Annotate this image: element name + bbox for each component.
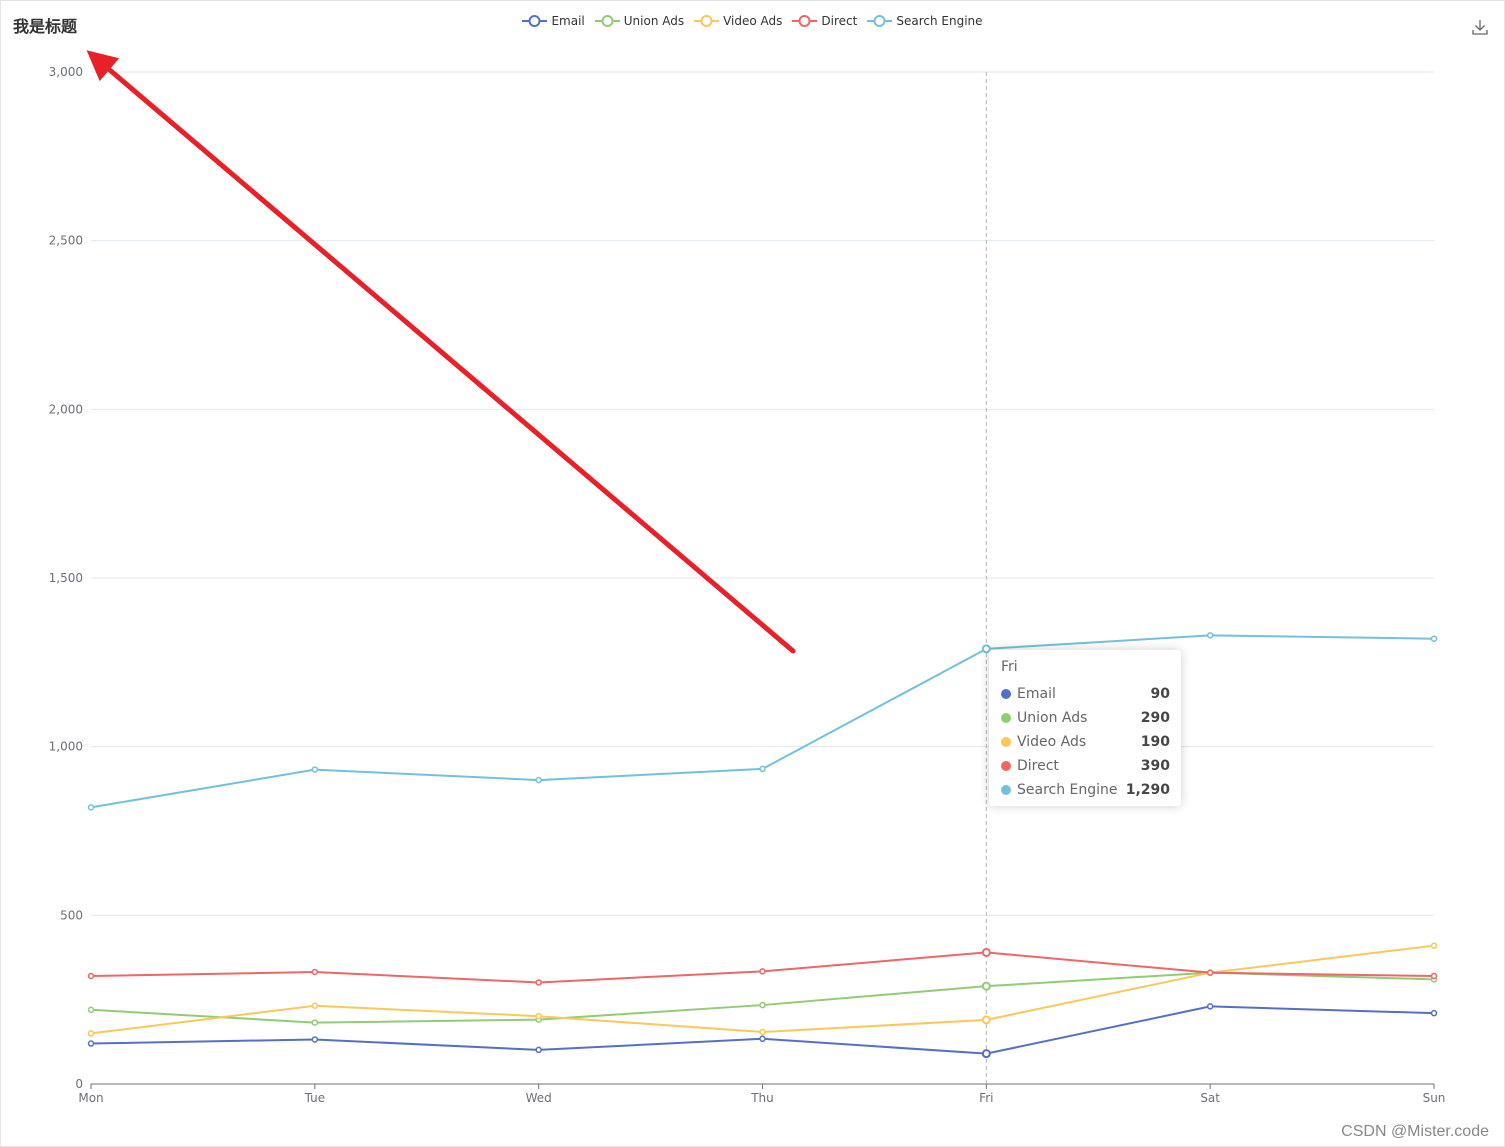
x-tick-label: Thu <box>750 1091 774 1105</box>
data-point[interactable] <box>87 1040 95 1047</box>
tooltip-title: Fri <box>1001 659 1018 675</box>
tooltip-series-name: Video Ads <box>1017 734 1087 750</box>
data-point[interactable] <box>1430 635 1438 642</box>
data-point[interactable] <box>1430 972 1438 980</box>
data-point[interactable] <box>759 1028 766 1036</box>
data-point[interactable] <box>535 1012 542 1020</box>
data-point[interactable] <box>535 979 542 986</box>
legend-line-icon <box>694 15 720 27</box>
x-tick-label: Sat <box>1200 1091 1220 1105</box>
legend-item[interactable]: Direct <box>792 14 857 28</box>
data-point[interactable] <box>981 1015 991 1025</box>
series-dot-icon <box>1001 785 1011 795</box>
data-point[interactable] <box>981 1049 991 1059</box>
tooltip-series-name: Email <box>1017 686 1056 702</box>
download-icon <box>1472 20 1488 35</box>
tooltip-series-name: Union Ads <box>1017 710 1088 726</box>
series-dot-icon <box>1001 689 1011 699</box>
legend-item[interactable]: Video Ads <box>694 14 782 28</box>
legend-label: Union Ads <box>623 14 685 28</box>
data-point[interactable] <box>87 1006 95 1014</box>
data-point[interactable] <box>87 972 95 980</box>
data-point[interactable] <box>981 981 991 991</box>
tooltip-series-value: 290 <box>1140 710 1170 726</box>
data-point[interactable] <box>1430 942 1438 949</box>
series-line-search-engine[interactable] <box>90 634 1435 809</box>
data-point[interactable] <box>311 1019 319 1026</box>
legend-line-icon <box>792 15 818 27</box>
x-tick-label: Tue <box>304 1091 326 1105</box>
legend-item[interactable]: Union Ads <box>594 14 685 28</box>
tooltip-row: Email 90 <box>1001 682 1170 706</box>
data-point[interactable] <box>535 1046 542 1054</box>
legend-line-icon <box>594 15 620 27</box>
series-dot-icon <box>1001 761 1011 771</box>
data-point[interactable] <box>311 1002 319 1009</box>
x-tick-label: Mon <box>78 1091 103 1105</box>
data-point[interactable] <box>1206 1003 1214 1010</box>
tooltip-series-name: Search Engine <box>1017 782 1118 798</box>
series-dot-icon <box>1001 737 1011 747</box>
data-point[interactable] <box>1206 632 1214 639</box>
legend-label: Video Ads <box>723 14 783 28</box>
tooltip: Fri Email 90 Union Ads 290 Video Ads 190 Direc… <box>989 650 1181 806</box>
data-point[interactable] <box>87 804 95 811</box>
y-tick-label: 3,000 <box>49 65 83 79</box>
data-point[interactable] <box>87 1030 95 1037</box>
x-tick-label: Sun <box>1423 1091 1446 1105</box>
data-point[interactable] <box>311 1036 319 1043</box>
legend-label: Email <box>551 14 585 28</box>
legend-item[interactable]: Search Engine <box>867 14 983 28</box>
y-tick-label: 1,000 <box>49 740 83 754</box>
legend-item[interactable]: Email <box>522 14 585 28</box>
series-line-video-ads[interactable] <box>90 944 1435 1035</box>
data-point[interactable] <box>759 1001 766 1009</box>
legend: Email Union Ads Video Ads Direct Search Engi… <box>0 14 1505 31</box>
y-tick-label: 1,500 <box>49 571 83 585</box>
series-line-union-ads[interactable] <box>90 971 1435 1024</box>
data-point[interactable] <box>759 1035 766 1043</box>
annotation-arrow <box>86 50 796 654</box>
y-tick-label: 0 <box>75 1077 83 1091</box>
data-point[interactable] <box>311 968 319 976</box>
series-line-direct[interactable] <box>90 951 1435 984</box>
x-tick-label: Fri <box>979 1091 993 1105</box>
data-point[interactable] <box>981 644 991 654</box>
y-tick-label: 2,500 <box>49 234 83 248</box>
data-point[interactable] <box>1430 1009 1438 1017</box>
chart-title: 我是标题 <box>13 17 78 36</box>
tooltip-series-name: Direct <box>1017 758 1059 774</box>
tooltip-series-value: 390 <box>1140 758 1170 774</box>
data-point[interactable] <box>1206 969 1214 976</box>
data-point[interactable] <box>981 947 991 957</box>
data-point[interactable] <box>759 765 766 773</box>
legend-label: Direct <box>821 14 858 28</box>
tooltip-series-value: 1,290 <box>1125 782 1170 798</box>
legend-line-icon <box>522 15 548 27</box>
save-as-image-button[interactable] <box>1471 18 1489 40</box>
legend-line-icon <box>867 15 893 27</box>
y-tick-label: 500 <box>60 908 83 922</box>
watermark: CSDN @Mister.code <box>1341 1123 1489 1140</box>
series-dot-icon <box>1001 713 1011 723</box>
tooltip-row: Direct 390 <box>1001 754 1170 778</box>
data-point[interactable] <box>535 776 542 784</box>
data-point[interactable] <box>759 968 766 975</box>
data-point[interactable] <box>311 766 319 773</box>
tooltip-series-value: 190 <box>1140 734 1170 750</box>
tooltip-row: Video Ads 190 <box>1001 730 1170 754</box>
tooltip-series-value: 90 <box>1150 686 1170 702</box>
legend-label: Search Engine <box>896 14 983 28</box>
y-tick-label: 2,000 <box>49 402 83 416</box>
x-tick-label: Wed <box>526 1091 552 1105</box>
tooltip-row: Union Ads 290 <box>1001 706 1170 730</box>
tooltip-row: Search Engine 1,290 <box>1001 778 1170 802</box>
